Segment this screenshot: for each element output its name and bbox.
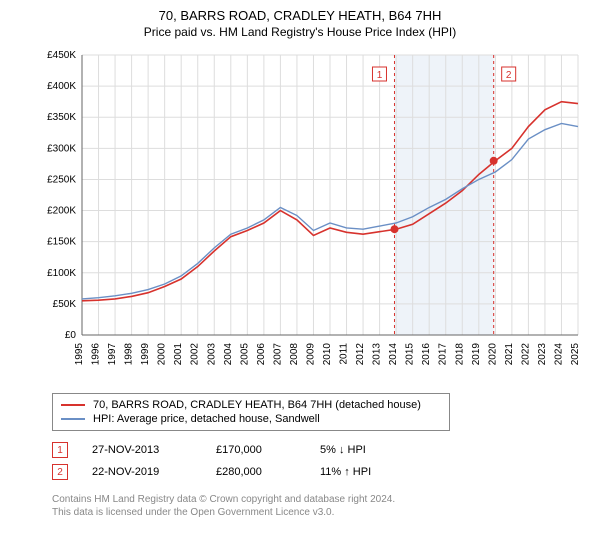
svg-text:1: 1 <box>377 70 383 81</box>
svg-text:2007: 2007 <box>272 343 283 366</box>
legend: 70, BARRS ROAD, CRADLEY HEATH, B64 7HH (… <box>52 393 450 431</box>
svg-text:2012: 2012 <box>355 343 366 366</box>
sale-marker-1: 1 <box>52 442 68 458</box>
sale-1-date: 27-NOV-2013 <box>92 444 192 456</box>
legend-label-property: 70, BARRS ROAD, CRADLEY HEATH, B64 7HH (… <box>93 399 421 411</box>
svg-text:1995: 1995 <box>74 343 85 366</box>
svg-text:1996: 1996 <box>91 343 102 366</box>
footer-line-2: This data is licensed under the Open Gov… <box>52 506 600 519</box>
svg-text:£450K: £450K <box>47 50 76 61</box>
sale-marker-2-num: 2 <box>57 467 63 478</box>
svg-text:2013: 2013 <box>372 343 383 366</box>
svg-text:2018: 2018 <box>454 343 465 366</box>
sale-marker-1-num: 1 <box>57 445 63 456</box>
svg-text:2009: 2009 <box>305 343 316 366</box>
footer-text: Contains HM Land Registry data © Crown c… <box>52 493 600 519</box>
svg-text:2020: 2020 <box>487 343 498 366</box>
sale-1-delta: 5% ↓ HPI <box>320 444 366 456</box>
table-row: 2 22-NOV-2019 £280,000 11% ↑ HPI <box>52 461 600 483</box>
chart-container: 70, BARRS ROAD, CRADLEY HEATH, B64 7HH P… <box>0 0 600 560</box>
svg-text:£250K: £250K <box>47 174 76 185</box>
sale-2-date: 22-NOV-2019 <box>92 466 192 478</box>
legend-row-property: 70, BARRS ROAD, CRADLEY HEATH, B64 7HH (… <box>61 398 441 412</box>
svg-text:£0: £0 <box>65 330 77 341</box>
legend-label-hpi: HPI: Average price, detached house, Sand… <box>93 413 320 425</box>
svg-text:£300K: £300K <box>47 143 76 154</box>
svg-text:2019: 2019 <box>471 343 482 366</box>
svg-text:2001: 2001 <box>173 343 184 366</box>
chart-area: £0 £50K £100K £150K £200K £250K £300K £350K £400… <box>30 45 590 385</box>
legend-swatch-property <box>61 404 85 406</box>
svg-text:£400K: £400K <box>47 81 76 92</box>
svg-text:2014: 2014 <box>388 343 399 366</box>
legend-row-hpi: HPI: Average price, detached house, Sand… <box>61 412 441 426</box>
svg-text:2021: 2021 <box>504 343 515 366</box>
svg-text:1998: 1998 <box>124 343 135 366</box>
sale-2-price: £280,000 <box>216 466 296 478</box>
svg-text:2010: 2010 <box>322 343 333 366</box>
svg-text:2023: 2023 <box>537 343 548 366</box>
sale-2-delta: 11% ↑ HPI <box>320 466 371 478</box>
legend-swatch-hpi <box>61 418 85 420</box>
svg-text:2003: 2003 <box>206 343 217 366</box>
svg-text:£100K: £100K <box>47 268 76 279</box>
svg-text:1999: 1999 <box>140 343 151 366</box>
svg-text:1997: 1997 <box>107 343 118 366</box>
line-chart-svg: £0 £50K £100K £150K £200K £250K £300K £350K £400… <box>30 45 590 385</box>
svg-text:2011: 2011 <box>339 343 350 365</box>
svg-text:2005: 2005 <box>239 343 250 366</box>
svg-text:2: 2 <box>506 70 512 81</box>
svg-text:2000: 2000 <box>157 343 168 366</box>
svg-text:2016: 2016 <box>421 343 432 366</box>
chart-title: 70, BARRS ROAD, CRADLEY HEATH, B64 7HH <box>0 0 600 23</box>
svg-text:2025: 2025 <box>570 343 581 366</box>
svg-text:2002: 2002 <box>190 343 201 366</box>
table-row: 1 27-NOV-2013 £170,000 5% ↓ HPI <box>52 439 600 461</box>
svg-text:£150K: £150K <box>47 237 76 248</box>
svg-text:£350K: £350K <box>47 112 76 123</box>
sale-1-price: £170,000 <box>216 444 296 456</box>
svg-text:2017: 2017 <box>438 343 449 366</box>
svg-text:2015: 2015 <box>405 343 416 366</box>
svg-text:£50K: £50K <box>53 299 77 310</box>
chart-subtitle: Price paid vs. HM Land Registry's House … <box>0 23 600 45</box>
svg-text:2008: 2008 <box>289 343 300 366</box>
sales-table: 1 27-NOV-2013 £170,000 5% ↓ HPI 2 22-NOV… <box>52 439 600 483</box>
sale-marker-2: 2 <box>52 464 68 480</box>
svg-text:2006: 2006 <box>256 343 267 366</box>
svg-text:£200K: £200K <box>47 206 76 217</box>
svg-text:2022: 2022 <box>520 343 531 366</box>
svg-text:2024: 2024 <box>553 343 564 366</box>
footer-line-1: Contains HM Land Registry data © Crown c… <box>52 493 600 506</box>
svg-text:2004: 2004 <box>223 343 234 366</box>
